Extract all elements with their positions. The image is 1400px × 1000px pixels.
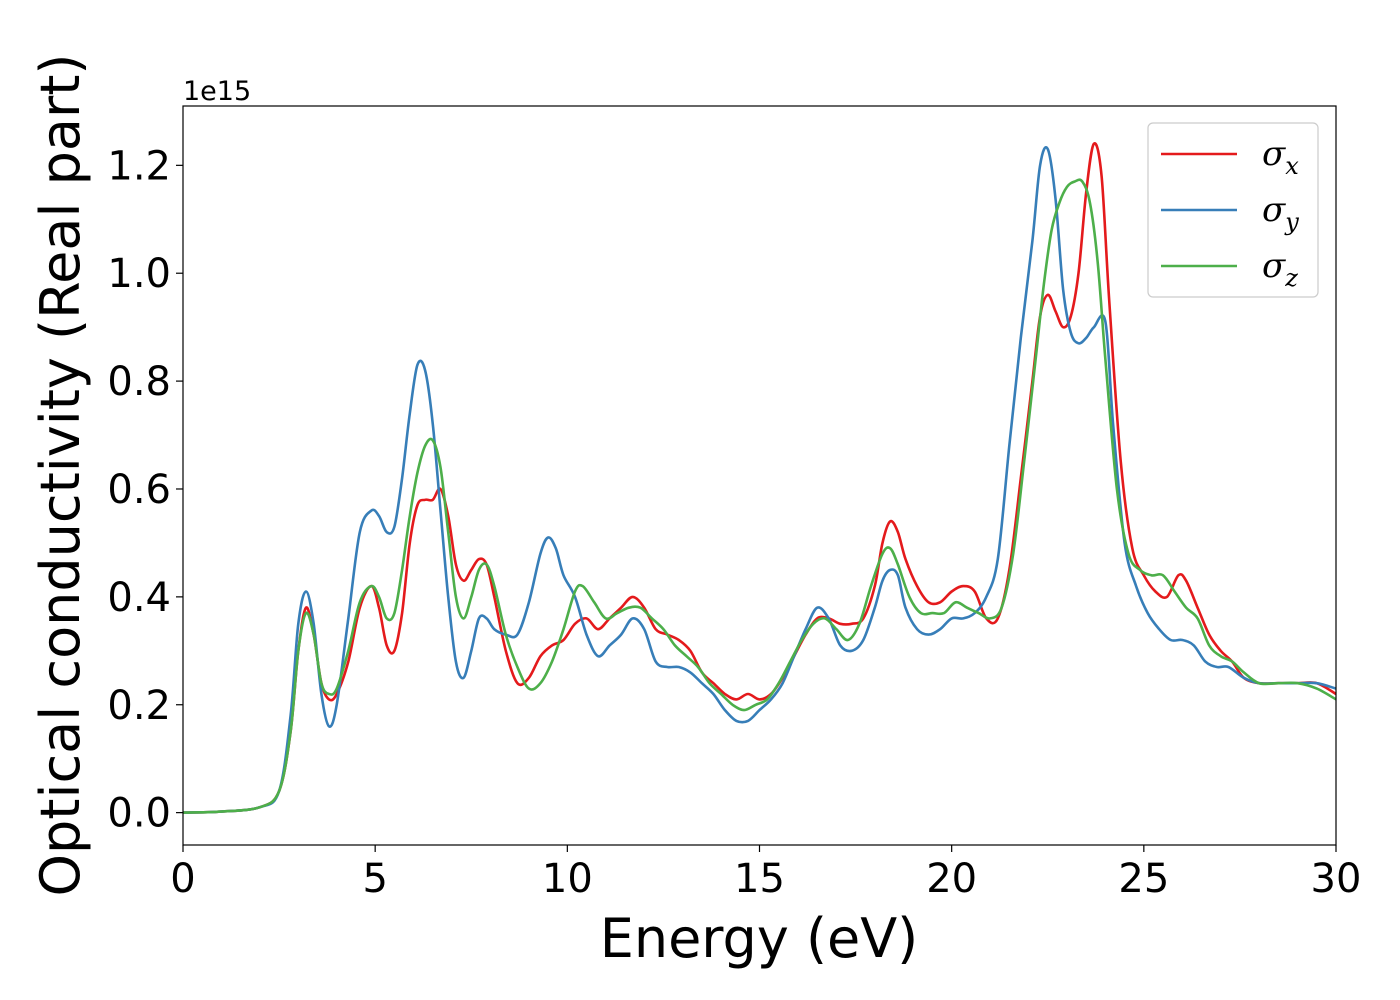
x-axis: 0 5 10 15 20 25 30	[170, 845, 1361, 902]
legend-entry-z: σz	[1161, 246, 1298, 292]
x-tick-label: 5	[362, 856, 387, 902]
x-tick-label: 30	[1311, 856, 1362, 902]
x-tick-label: 10	[542, 856, 593, 902]
y-tick-label: 0.2	[107, 683, 171, 729]
series-line-y	[182, 146, 1337, 814]
y-axis-label: Optical conductivity (Real part)	[29, 54, 92, 897]
y-tick-label: 0.4	[107, 575, 171, 621]
series-line-z	[182, 178, 1337, 814]
y-tick-label: 1.2	[107, 143, 171, 189]
y-tick-label: 0.8	[107, 359, 171, 405]
y-offset-label: 1e15	[183, 76, 251, 107]
y-axis: 0.0 0.2 0.4 0.6 0.8 1.0 1.2	[107, 143, 183, 837]
x-tick-label: 20	[926, 856, 977, 902]
legend-label: σx	[1262, 134, 1299, 180]
legend-entry-y: σy	[1161, 190, 1299, 236]
y-tick-label: 1.0	[107, 251, 171, 297]
legend-label: σz	[1262, 246, 1298, 292]
x-tick-label: 25	[1118, 856, 1169, 902]
y-tick-label: 0.6	[107, 467, 171, 513]
plot-background	[183, 106, 1336, 845]
x-tick-label: 15	[734, 856, 785, 902]
legend-entry-x: σx	[1161, 134, 1299, 180]
x-tick-label: 0	[170, 856, 195, 902]
legend: σx σy σz	[1147, 122, 1319, 298]
y-tick-label: 0.0	[107, 791, 171, 837]
x-axis-label: Energy (eV)	[600, 907, 919, 970]
series-layer	[182, 142, 1337, 814]
legend-label: σy	[1262, 190, 1299, 236]
